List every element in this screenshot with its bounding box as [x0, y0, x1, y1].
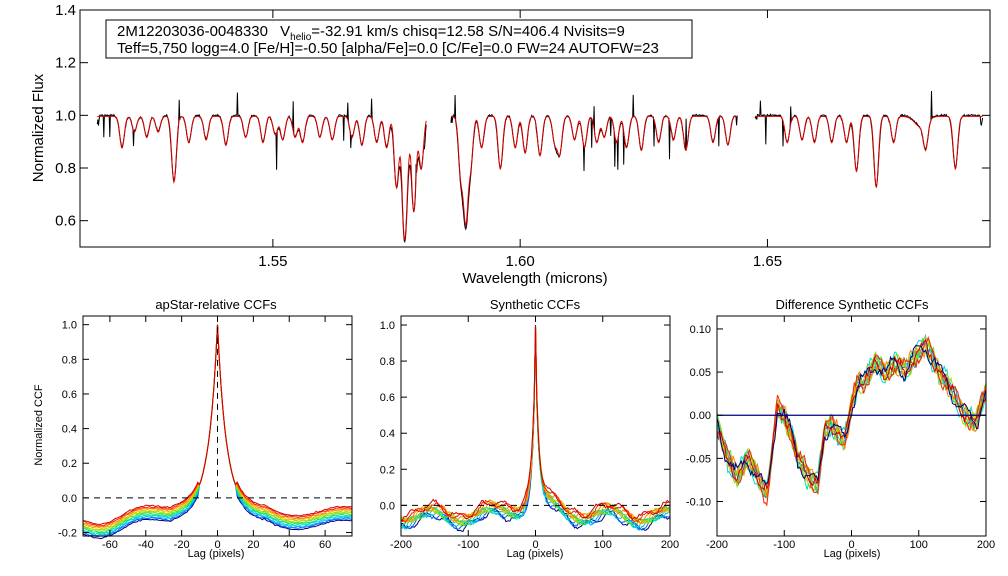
apstar-ccf-x-tick-label: -60: [102, 539, 118, 551]
apstar-ccf-y-tick-label: -0.2: [58, 528, 77, 540]
spectrum-panel: 1.55 1.60 1.65 0.6 0.8 1.0 1.2 1.4 Wavelength (…: [30, 2, 991, 287]
synthetic-ccf-x-tick-label: 0: [532, 539, 538, 551]
difference-ccf-title: Difference Synthetic CCFs: [776, 297, 929, 312]
apstar-ccf-lines: [82, 324, 353, 540]
observed-spectrum-line: [96, 90, 984, 244]
difference-ccf-x-tick-label: -100: [773, 539, 795, 551]
difference-ccf-x-axis-label: Lag (pixels): [824, 548, 881, 560]
spectrum-y-axis-label: Normalized Flux: [30, 73, 47, 182]
spectrum-x-axis-label: Wavelength (microns): [462, 270, 607, 287]
velocity-label: V: [280, 23, 290, 40]
synthetic-ccf-y-tick-label: 1.0: [380, 320, 395, 332]
apstar-ccf-y-axis-label: Normalized CCF: [33, 384, 45, 466]
info-line-1-values: =-32.91 km/s chisq=12.58 S/N=406.4 Nvisi…: [311, 23, 625, 40]
spectrum-axes: 1.55 1.60 1.65 0.6 0.8 1.0 1.2 1.4: [55, 2, 990, 270]
apstar-ccf-panel: apStar-relative CCFs -60 -40 -20 0 20 40 60 -0.…: [33, 297, 353, 560]
observed-spectrum-segment: [450, 94, 738, 231]
star-id: 2M12203036-0048330: [117, 23, 268, 40]
info-box-frame: [105, 19, 693, 59]
apstar-ccf-x-tick-label: -40: [138, 539, 154, 551]
apstar-ccf-x-tick-label: 60: [319, 539, 331, 551]
difference-ccf-panel: Difference Synthetic CCFs -200 -100 0 100 20…: [686, 297, 995, 560]
synthetic-ccf-axes: -200 -100 0 100 200 0.0 0.2 0.4 0.6 0.8 1.0: [380, 316, 679, 551]
spectrum-plot-frame: [79, 9, 991, 248]
spectrum-y-tick-label: 1.2: [55, 55, 76, 72]
spectrum-y-tick-label: 0.6: [55, 213, 76, 230]
synthetic-ccf-y-tick-label: 0.8: [380, 356, 395, 368]
synthetic-ccf-y-tick-label: 0.2: [380, 464, 395, 476]
synthetic-ccf-x-axis-label: Lag (pixels): [507, 548, 564, 560]
model-spectrum-line: [97, 115, 983, 241]
apstar-ccf-x-tick-label: -20: [174, 539, 190, 551]
difference-ccf-axes: -200 -100 0 100 200 -0.10 -0.05 0.00 0.05 0.10: [686, 316, 995, 551]
model-spectrum-segment: [450, 115, 738, 228]
synthetic-ccf-y-tick-label: 0.6: [380, 392, 395, 404]
spectrum-y-tick-label: 1.0: [55, 107, 76, 124]
synthetic-ccf-lines: [400, 324, 671, 533]
apstar-ccf-axes: -60 -40 -20 0 20 40 60 -0.2 0.0 0.2 0.4 0.6 0.8 1.0: [58, 316, 352, 551]
model-spectrum-segment: [755, 115, 983, 188]
spectrum-y-tick-label: 1.4: [55, 2, 76, 19]
synthetic-ccf-series: [400, 324, 671, 522]
synthetic-ccf-title: Synthetic CCFs: [490, 297, 581, 312]
apstar-ccf-y-tick-label: 0.6: [62, 389, 77, 401]
difference-ccf-frame: [716, 315, 987, 537]
synthetic-ccf-x-tick-label: -200: [390, 539, 412, 551]
spectrum-info-box: 2M12203036-0048330 Vhelio=-32.91 km/s ch…: [105, 19, 693, 59]
apstar-ccf-x-tick-label: 0: [214, 539, 220, 551]
synthetic-ccf-y-tick-label: 0.4: [380, 428, 395, 440]
difference-ccf-y-tick-label: -0.05: [686, 453, 711, 465]
synthetic-ccf-x-tick-label: -100: [457, 539, 479, 551]
difference-ccf-x-tick-label: 100: [910, 539, 928, 551]
model-spectrum-segment: [97, 115, 427, 241]
apstar-ccf-x-tick-label: 20: [247, 539, 259, 551]
apstar-ccf-series: [82, 324, 353, 525]
difference-ccf-lines: [716, 333, 987, 507]
difference-ccf-x-tick-label: -200: [706, 539, 728, 551]
difference-ccf-series: [716, 340, 987, 491]
difference-ccf-y-tick-label: 0.00: [690, 410, 711, 422]
spectrum-x-tick-label: 1.60: [506, 253, 535, 270]
synthetic-ccf-y-tick-label: 0.0: [380, 500, 395, 512]
difference-ccf-series: [716, 336, 987, 507]
difference-ccf-y-tick-label: -0.10: [686, 496, 711, 508]
synthetic-ccf-series: [400, 324, 671, 526]
info-line-1: 2M12203036-0048330 Vhelio=-32.91 km/s ch…: [117, 23, 625, 43]
apstar-ccf-x-tick-label: 40: [283, 539, 295, 551]
apstar-ccf-x-axis-label: Lag (pixels): [188, 548, 245, 560]
spectrum-x-tick-label: 1.65: [753, 253, 782, 270]
synthetic-ccf-x-tick-label: 100: [594, 539, 612, 551]
difference-ccf-y-tick-label: 0.10: [690, 324, 711, 336]
apstar-ccf-y-tick-label: 0.2: [62, 458, 77, 470]
apstar-ccf-y-tick-label: 0.4: [62, 424, 77, 436]
observed-spectrum-segment: [754, 90, 984, 189]
spectrum-x-tick-label: 1.55: [258, 253, 287, 270]
synthetic-ccf-x-tick-label: 200: [661, 539, 679, 551]
apstar-ccf-title: apStar-relative CCFs: [155, 297, 277, 312]
apstar-ccf-y-tick-label: 1.0: [62, 320, 77, 332]
apstar-ccf-y-tick-label: 0.0: [62, 493, 77, 505]
difference-ccf-y-tick-label: 0.05: [690, 367, 711, 379]
difference-ccf-x-tick-label: 200: [977, 539, 995, 551]
difference-ccf-x-tick-label: 0: [848, 539, 854, 551]
synthetic-ccf-panel: Synthetic CCFs -200 -100 0 100 200 0.0 0.2 0.4 0…: [380, 297, 679, 560]
spectrum-y-tick-label: 0.8: [55, 160, 76, 177]
info-line-2: Teff=5,750 logg=4.0 [Fe/H]=-0.50 [alpha/…: [117, 40, 659, 57]
apstar-ccf-y-tick-label: 0.8: [62, 354, 77, 366]
observed-spectrum-segment: [96, 92, 427, 244]
velocity-subscript: helio: [290, 32, 312, 43]
